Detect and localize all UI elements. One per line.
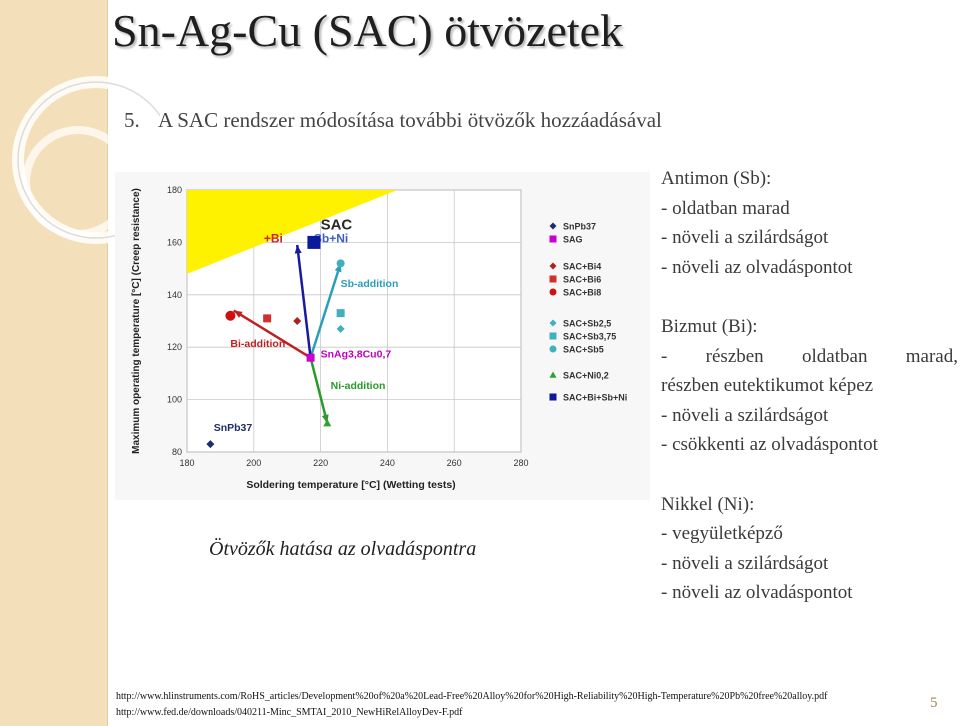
legend-label: SAC+Ni0,2 <box>563 371 609 381</box>
sac-region-sublabel-sbni: Sb+Ni <box>314 231 348 245</box>
legend-marker <box>549 222 557 230</box>
chart-annotation: Ni-addition <box>331 380 386 392</box>
effect-arrow-line <box>309 262 342 359</box>
nikkel-line: - vegyületképző <box>661 523 783 544</box>
y-tick-label: 180 <box>167 185 182 195</box>
bizmut-block: Bizmut (Bi): - részben oldatban marad, r… <box>661 312 958 460</box>
legend-label: SAC+Sb2,5 <box>563 319 611 329</box>
data-point <box>336 324 345 333</box>
nikkel-heading: Nikkel (Ni): <box>661 493 755 515</box>
bizmut-heading: Bizmut (Bi): <box>661 316 758 337</box>
bizmut-line: - részben oldatban marad, <box>661 345 958 367</box>
effect-arrow-line <box>233 309 312 359</box>
effect-arrow-head <box>233 310 243 318</box>
legend: SnPb37 SAG SAC+Bi4 SAC+Bi6 SAC+Bi8 SAC+Sb2,5 S… <box>549 222 627 403</box>
effect-arrow-line <box>309 357 329 424</box>
y-tick-label: 140 <box>167 290 182 300</box>
effect-arrow-head <box>294 245 302 254</box>
x-tick-label: 240 <box>380 458 395 468</box>
antimon-block: Antimon (Sb): - oldatban marad - növeli … <box>661 164 958 282</box>
y-tick-label: 100 <box>167 395 182 405</box>
legend-marker <box>549 319 557 327</box>
x-tick-label: 280 <box>513 458 528 468</box>
data-point <box>336 309 345 318</box>
antimon-line: - növeli a szilárdságot <box>661 227 829 248</box>
legend-marker <box>549 275 557 283</box>
nikkel-line: - növeli a szilárdságot <box>661 552 829 574</box>
legend-marker <box>549 393 557 401</box>
data-point <box>336 259 345 268</box>
x-axis-label: Soldering temperature [°C] (Wetting test… <box>246 479 455 491</box>
x-tick-label: 200 <box>246 458 261 468</box>
legend-marker <box>549 262 557 270</box>
legend-marker <box>549 345 557 353</box>
legend-marker <box>549 371 557 378</box>
slide-title: Sn-Ag-Cu (SAC) ötvözetek <box>112 5 624 56</box>
legend-marker <box>549 235 557 243</box>
grid-lines <box>186 189 522 453</box>
subtitle: 5. A SAC rendszer módosítása további ötvö… <box>124 108 662 133</box>
data-point <box>306 353 315 362</box>
data-point <box>263 314 272 323</box>
chart-annotation: SnAg3,8Cu0,7 <box>321 349 392 361</box>
antimon-line: - növeli az olvadáspontot <box>661 256 853 278</box>
legend-marker <box>549 288 557 296</box>
subtitle-text: A SAC rendszer módosítása további ötvöző… <box>158 108 662 132</box>
legend-label: SAC+Bi8 <box>563 288 601 298</box>
data-point <box>225 310 236 321</box>
chart-annotation: Bi-addition <box>230 338 285 350</box>
sac-region-label: SAC <box>321 216 353 233</box>
data-points <box>206 235 345 449</box>
decorative-side-strip <box>0 0 108 726</box>
data-point <box>206 440 215 449</box>
annotations: SnPb37 Bi-addition SnAg3,8Cu0,7 Sb-addition… <box>214 278 399 434</box>
data-point <box>323 419 332 427</box>
legend-label: SAC+Sb3,75 <box>563 332 616 342</box>
effect-arrow-line <box>295 244 312 358</box>
y-tick-label: 80 <box>172 447 182 457</box>
chart-annotation: Sb-addition <box>341 278 399 290</box>
bizmut-line: - csökkenti az olvadáspontot <box>661 434 878 455</box>
legend-label: SAC+Sb5 <box>563 345 604 355</box>
legend-label: SAC+Bi+Sb+Ni <box>563 393 627 403</box>
nikkel-line: - növeli az olvadáspontot <box>661 582 853 603</box>
alloy-effects-text: Antimon (Sb): - oldatban marad - növeli … <box>661 164 958 638</box>
axis-ticks: 180 200 220 240 260 280 80 100 120 140 160 180 <box>167 185 529 468</box>
x-tick-label: 220 <box>313 458 328 468</box>
chart-annotation: SnPb37 <box>214 422 253 434</box>
antimon-heading: Antimon (Sb): <box>661 168 772 189</box>
y-tick-label: 160 <box>167 237 182 247</box>
source-link-2[interactable]: http://www.fed.de/downloads/040211-Minc_… <box>116 707 463 718</box>
data-point <box>307 235 321 249</box>
legend-marker <box>549 332 557 340</box>
antimon-line: - oldatban marad <box>661 197 790 219</box>
nikkel-block: Nikkel (Ni): - vegyületképző - növeli a … <box>661 490 958 608</box>
bizmut-line: részben eutektikumot képez <box>661 375 874 396</box>
subtitle-number: 5. <box>124 108 140 132</box>
legend-label: SAC+Bi4 <box>563 262 601 272</box>
page-number: 5 <box>930 695 938 711</box>
alloying-effect-chart: SAC +Bi Sb+Ni 180 200 220 240 260 280 80 100 120… <box>115 172 650 500</box>
bizmut-line: - növeli a szilárdságot <box>661 404 829 426</box>
data-point <box>293 317 302 325</box>
x-tick-label: 260 <box>447 458 462 468</box>
sac-region-sublabel-bi: +Bi <box>264 231 283 245</box>
y-axis-label: Maximum operating temperature [°C] (Cree… <box>131 188 142 454</box>
y-tick-label: 120 <box>167 342 182 352</box>
legend-label: SAC+Bi6 <box>563 275 601 285</box>
legend-label: SAG <box>563 235 583 245</box>
legend-label: SnPb37 <box>563 222 596 232</box>
chart-caption: Ötvözők hatása az olvadáspontra <box>209 538 477 560</box>
source-link-1[interactable]: http://www.hlinstruments.com/RoHS_articl… <box>116 691 828 702</box>
x-tick-label: 180 <box>179 458 194 468</box>
